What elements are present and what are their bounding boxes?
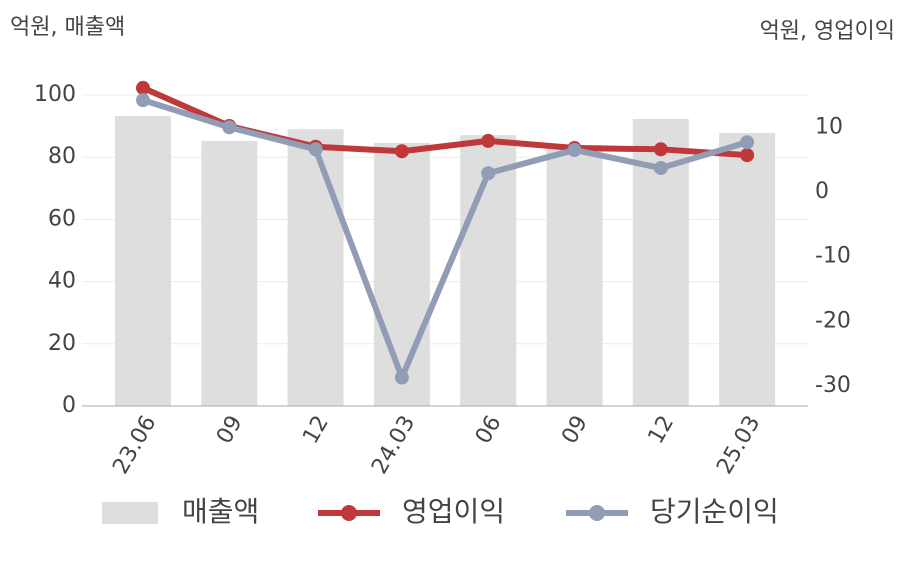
bar xyxy=(201,141,258,406)
point xyxy=(653,142,668,157)
bar xyxy=(373,142,430,407)
point xyxy=(308,142,323,157)
y-tick-label: 80 xyxy=(48,144,76,169)
legend-marker xyxy=(589,505,605,521)
x-tick-label: 12 xyxy=(298,412,334,449)
point xyxy=(567,142,582,157)
point xyxy=(394,144,409,159)
y2-tick-label: 0 xyxy=(815,179,829,204)
point xyxy=(222,120,237,135)
y-tick-label: 0 xyxy=(62,393,76,418)
x-tick-label: 09 xyxy=(212,412,248,449)
point xyxy=(481,166,496,181)
x-tick-label: 09 xyxy=(557,412,593,449)
y-axis-label: 억원, 매출액 xyxy=(10,15,125,40)
y-tick-label: 100 xyxy=(34,82,76,107)
bar xyxy=(287,129,344,406)
legend-label: 영업이익 xyxy=(402,495,505,528)
y-tick-label: 40 xyxy=(48,269,76,294)
point xyxy=(740,148,755,163)
legend-marker xyxy=(341,505,357,521)
point xyxy=(481,133,496,148)
point xyxy=(394,370,409,385)
point xyxy=(136,93,150,108)
bar xyxy=(546,145,603,407)
legend-swatch xyxy=(102,502,158,524)
y2-tick-label: 10 xyxy=(815,114,843,139)
y2-tick-label: -10 xyxy=(815,244,851,269)
y2-tick-label: -30 xyxy=(815,373,851,398)
x-tick-label: 24.03 xyxy=(367,412,420,479)
point xyxy=(653,161,668,176)
y2-axis-label: 억원, 영업이익 xyxy=(760,19,895,44)
legend-label: 매출액 xyxy=(182,495,259,528)
y2-tick-label: -20 xyxy=(815,308,851,333)
legend-label: 당기순이익 xyxy=(650,495,779,528)
point xyxy=(136,80,150,95)
x-tick-label: 12 xyxy=(644,412,680,449)
bar xyxy=(115,116,171,406)
x-tick-label: 25.03 xyxy=(712,412,765,479)
x-tick-label: 06 xyxy=(471,412,507,449)
point xyxy=(740,135,755,150)
bar xyxy=(719,132,776,406)
x-tick-label: 23.06 xyxy=(108,412,161,479)
y-tick-label: 60 xyxy=(48,206,76,231)
line xyxy=(142,97,748,381)
y-tick-label: 20 xyxy=(48,331,76,356)
